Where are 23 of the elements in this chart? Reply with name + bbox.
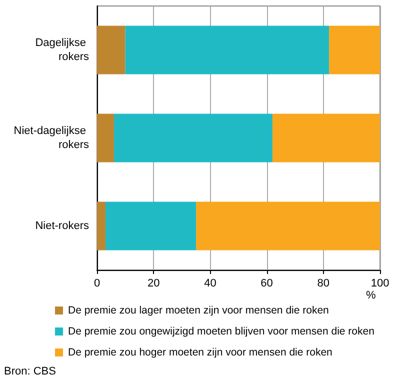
bar [105,202,196,250]
bar [272,114,380,162]
bar [125,26,330,74]
bar [97,114,114,162]
y-tick-label: Dagelijkse rokers [35,37,90,63]
x-tick-label: 60 [260,278,273,290]
text: Bron: CBS [4,366,56,378]
legend-label: De premie zou ongewijzigd moeten blijven voor mensen die roken [68,326,375,338]
bar [196,202,380,250]
x-axis-title: % [366,290,376,302]
legend-label: De premie zou hoger moeten zijn voor mensen die roken [68,346,333,358]
y-tick-label: Niet-rokers [35,220,90,232]
x-tick-label: 40 [204,278,216,290]
bar [329,26,380,74]
legend-label: De premie zou lager moeten zijn voor mensen die roken [68,304,330,316]
x-tick-label: 20 [147,278,160,290]
bar [97,26,126,74]
x-tick-label: 0 [94,278,100,290]
bar [97,202,106,250]
x-tick-label: 80 [317,278,330,290]
x-tick-label: 100 [370,278,390,290]
y-tick-label: Niet-dagelijkse rokers [14,125,90,151]
bar [114,114,272,162]
